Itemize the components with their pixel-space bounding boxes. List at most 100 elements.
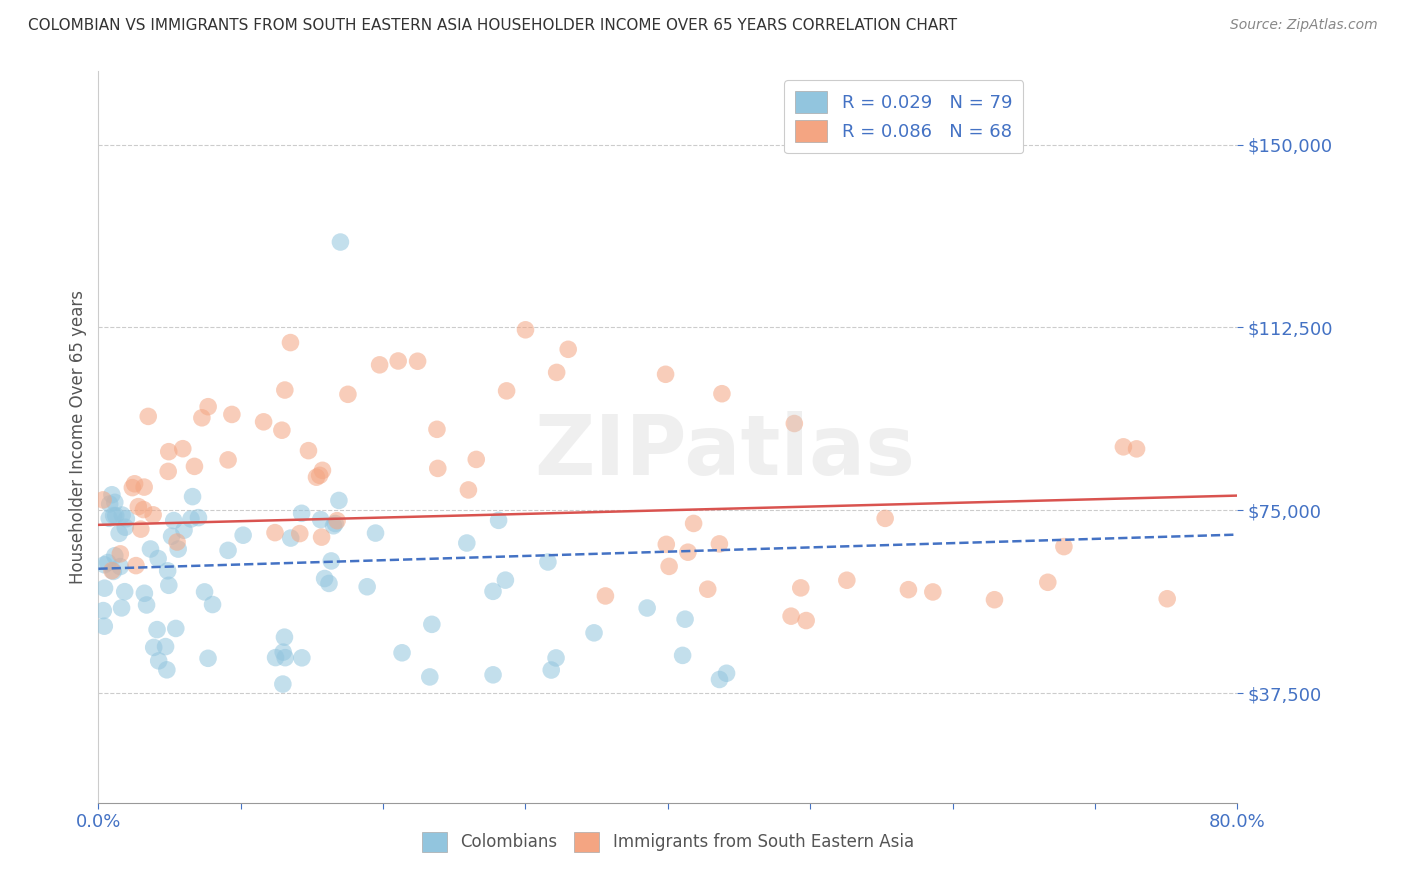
Point [544,651,567,665]
Point [311,463,333,477]
Point [636,601,658,615]
Point [274,383,297,397]
Point [103,565,125,579]
Point [111,508,134,522]
Point [217,453,239,467]
Point [321,554,343,568]
Point [121,481,143,495]
Point [716,666,738,681]
Point [494,573,516,587]
Point [104,508,127,523]
Point [132,502,155,516]
Point [221,408,243,422]
Point [139,541,162,556]
Point [583,625,606,640]
Point [124,476,146,491]
Point [93,581,115,595]
Point [183,459,205,474]
Point [98,511,121,525]
Point [232,528,254,542]
Point [134,480,156,494]
Point [167,542,190,557]
Point [197,651,219,665]
Point [264,525,287,540]
Point [125,558,148,573]
Point [1125,442,1147,456]
Point [311,530,333,544]
Point [457,483,479,497]
Point [297,443,319,458]
Point [783,417,806,431]
Point [696,582,718,597]
Point [156,663,179,677]
Point [157,464,180,478]
Point [368,358,391,372]
Point [134,586,156,600]
Point [309,513,332,527]
Point [103,508,125,523]
Point [391,646,413,660]
Point [387,354,409,368]
Point [482,668,505,682]
Point [709,673,731,687]
Point [270,423,292,437]
Point [420,617,443,632]
Point [110,547,132,561]
Point [1036,575,1059,590]
Point [101,564,124,578]
Point [148,654,170,668]
Point [314,572,336,586]
Point [465,452,488,467]
Point [160,529,183,543]
Point [709,537,731,551]
Point [104,495,127,509]
Point [546,365,568,379]
Point [515,323,537,337]
Point [329,235,352,249]
Point [1112,440,1135,454]
Y-axis label: Householder Income Over 65 years: Householder Income Over 65 years [69,290,87,584]
Point [426,422,449,436]
Point [136,409,159,424]
Point [101,488,124,502]
Point [318,576,340,591]
Point [91,492,114,507]
Point [110,601,132,615]
Point [780,609,803,624]
Point [280,531,302,545]
Point [658,559,681,574]
Point [173,523,195,537]
Text: ZIPatlas: ZIPatlas [534,411,915,492]
Point [875,511,897,525]
Point [456,536,478,550]
Point [654,368,676,382]
Point [142,640,165,655]
Point [108,526,131,541]
Point [264,650,287,665]
Point [104,549,127,563]
Point [488,513,510,527]
Point [1156,591,1178,606]
Point [114,584,136,599]
Point [157,578,180,592]
Point [197,400,219,414]
Point [180,512,202,526]
Point [252,415,274,429]
Text: COLOMBIAN VS IMMIGRANTS FROM SOUTH EASTERN ASIA HOUSEHOLDER INCOME OVER 65 YEARS: COLOMBIAN VS IMMIGRANTS FROM SOUTH EASTE… [28,18,957,33]
Point [983,592,1005,607]
Point [217,543,239,558]
Point [108,559,131,574]
Point [271,645,294,659]
Point [156,564,179,578]
Point [97,556,120,570]
Point [187,510,209,524]
Legend: Colombians, Immigrants from South Eastern Asia: Colombians, Immigrants from South Easter… [413,823,922,860]
Point [291,506,314,520]
Point [280,335,302,350]
Point [794,614,817,628]
Point [305,470,328,484]
Point [897,582,920,597]
Point [482,584,505,599]
Point [790,581,813,595]
Point [328,493,350,508]
